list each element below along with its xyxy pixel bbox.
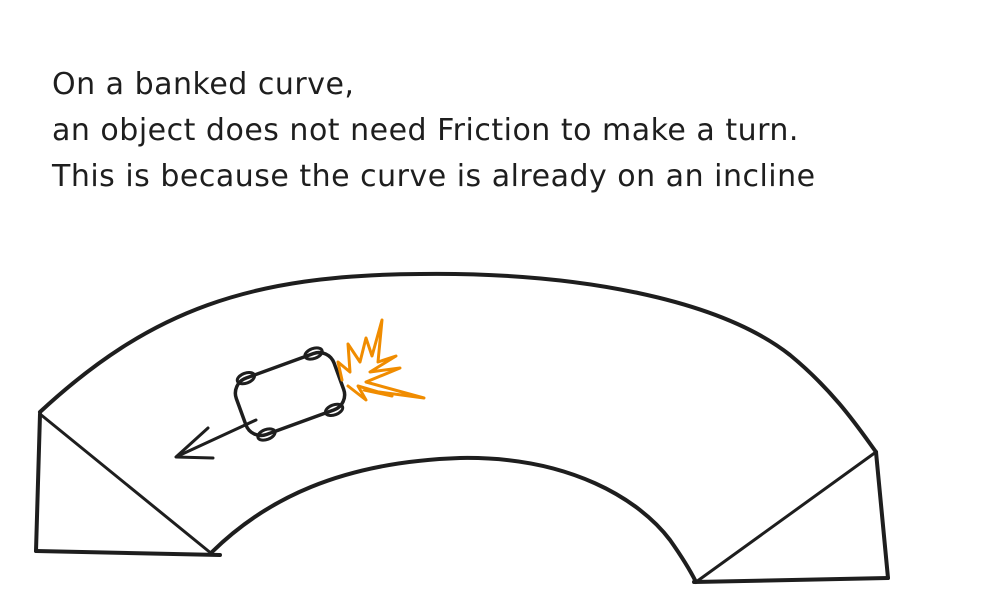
caption-line-2: an object does not need Friction to make… <box>52 113 799 148</box>
car-body <box>233 350 347 438</box>
left-bank-wall <box>34 412 42 553</box>
motion-arrow-head <box>174 426 215 460</box>
car <box>233 346 347 442</box>
left-bank-slope <box>38 412 214 556</box>
left-bank-base <box>34 549 222 557</box>
caption: On a banked curve, an object does not ne… <box>52 62 816 200</box>
right-bank-base <box>692 576 890 584</box>
motion-arrow-shaft <box>176 418 258 458</box>
caption-line-3: This is because the curve is already on … <box>52 159 816 194</box>
track-outer-edge <box>38 271 878 454</box>
track-inner-edge <box>210 455 698 584</box>
right-bank-wall <box>874 450 890 580</box>
caption-line-1: On a banked curve, <box>52 67 355 102</box>
right-bank-slope <box>694 450 878 584</box>
impact-burst <box>336 318 426 402</box>
